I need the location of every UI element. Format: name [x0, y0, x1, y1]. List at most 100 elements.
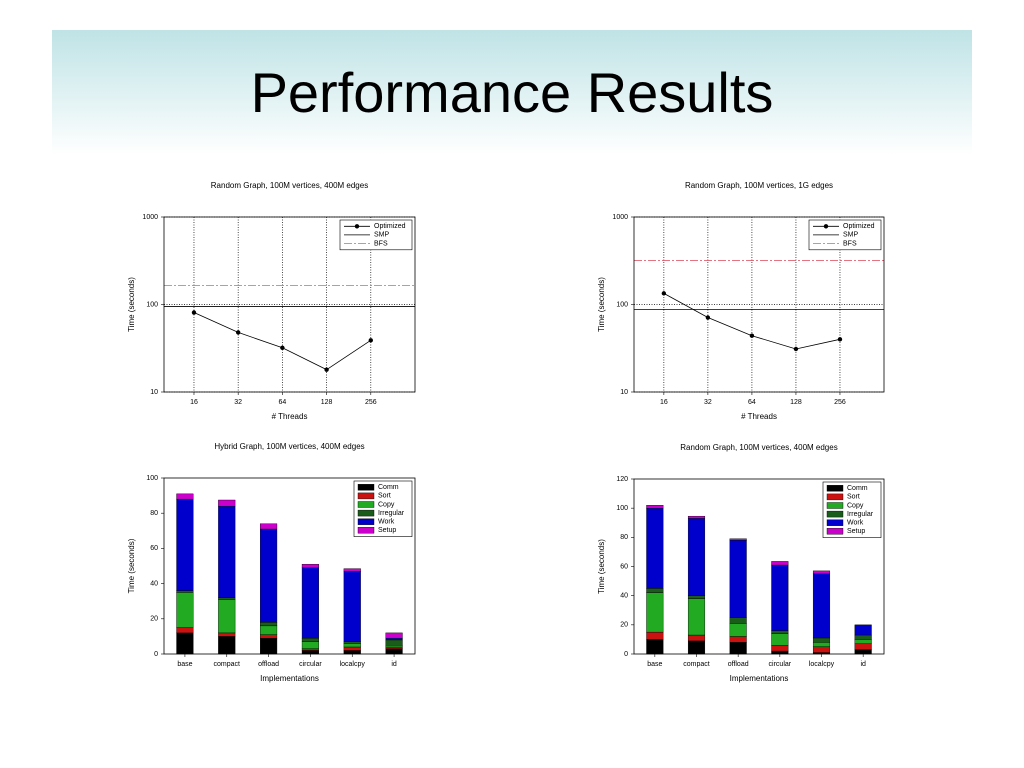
- bar-segment: [218, 597, 236, 600]
- x-axis-label: # Threads: [272, 412, 308, 421]
- bar-segment: [687, 518, 706, 596]
- y-tick-label: 20: [150, 616, 158, 623]
- x-tick-label: 16: [660, 399, 668, 406]
- chart-title: Random Graph, 100M vertices, 400M edges: [680, 443, 837, 452]
- bar-segment: [301, 641, 319, 649]
- point: [705, 315, 711, 320]
- legend-label: BFS: [843, 240, 857, 247]
- bar-segment: [729, 617, 747, 624]
- bar-segment: [729, 538, 747, 541]
- y-tick-label: 40: [620, 593, 628, 600]
- x-tick-label: circular: [769, 661, 792, 668]
- bar-segment: [301, 567, 319, 639]
- y-tick-label: 80: [620, 534, 628, 541]
- bar-segment: [729, 540, 747, 618]
- bar-segment: [687, 595, 706, 599]
- bar-segment: [176, 590, 194, 593]
- legend-swatch: [826, 528, 844, 535]
- bar-segment: [385, 645, 403, 648]
- point: [661, 291, 667, 296]
- x-tick-label: 256: [834, 399, 846, 406]
- bar-segment: [176, 498, 194, 591]
- bar-segment: [812, 573, 831, 639]
- x-tick-label: localcpy: [809, 661, 835, 668]
- x-tick-label: 64: [748, 399, 756, 406]
- y-tick-label: 60: [150, 545, 158, 552]
- point: [793, 346, 799, 352]
- bar-segment: [854, 639, 872, 644]
- legend-swatch: [357, 527, 375, 534]
- bar-segment: [771, 561, 789, 566]
- legend-swatch: [357, 509, 375, 517]
- x-tick-label: offload: [728, 661, 749, 668]
- legend-label: Comm: [847, 485, 868, 492]
- bar-segment: [301, 637, 319, 642]
- plot-frame: [163, 216, 416, 393]
- x-axis-label: Implementations: [730, 674, 789, 683]
- point: [368, 338, 373, 343]
- y-axis-label: Time (seconds): [597, 277, 606, 332]
- legend-marker: [354, 224, 360, 229]
- bar-segment: [854, 624, 872, 636]
- y-tick-label: 100: [146, 301, 158, 308]
- legend-swatch: [826, 502, 844, 509]
- legend-label: Sort: [847, 494, 860, 501]
- y-tick-label: 10: [620, 389, 628, 396]
- y-tick-label: 1000: [612, 214, 628, 221]
- bar-segment: [646, 507, 664, 589]
- point: [324, 367, 329, 372]
- bar-segment: [812, 570, 831, 574]
- bar-segment: [343, 646, 361, 651]
- plot-frame: [633, 478, 885, 655]
- bar-segment: [260, 637, 278, 655]
- series-line: [663, 293, 841, 350]
- legend-swatch: [357, 501, 375, 508]
- point: [235, 330, 241, 335]
- bar-segment: [729, 642, 747, 655]
- bar-segment: [687, 515, 706, 519]
- x-axis-label: Implementations: [260, 674, 319, 683]
- bar-segment: [771, 633, 789, 646]
- bar-segment: [260, 528, 278, 623]
- bar-segment: [771, 650, 789, 655]
- bar-segment: [812, 642, 831, 647]
- bar-segment: [385, 646, 403, 649]
- legend-swatch: [826, 510, 844, 518]
- legend-label: Sort: [378, 493, 391, 500]
- legend-label: Setup: [378, 527, 396, 534]
- x-tick-label: 32: [704, 399, 712, 406]
- bar-segment: [343, 643, 361, 648]
- legend-swatch: [357, 484, 375, 491]
- bar-segment: [771, 630, 789, 634]
- legend-label: Optimized: [374, 223, 406, 230]
- y-axis-label: Time (seconds): [127, 538, 136, 593]
- bar-segment: [218, 499, 236, 507]
- chart-title: Hybrid Graph, 100M vertices, 400M edges: [214, 442, 364, 451]
- bar-segment: [854, 643, 872, 650]
- x-tick-label: id: [391, 661, 397, 668]
- bar-segment: [729, 636, 747, 643]
- legend-swatch: [357, 518, 375, 525]
- bar-segment: [218, 505, 236, 598]
- bar-segment: [343, 650, 361, 655]
- bar-segment: [260, 622, 278, 627]
- legend-swatch: [826, 485, 844, 492]
- plot-frame: [633, 216, 885, 393]
- bar-segment: [687, 634, 706, 642]
- bar-segment: [301, 564, 319, 568]
- chart-title: Random Graph, 100M vertices, 400M edges: [211, 181, 368, 190]
- y-tick-label: 80: [150, 510, 158, 517]
- legend-label: Work: [378, 519, 395, 526]
- bar-segment: [260, 523, 278, 530]
- bar-segment: [343, 641, 361, 644]
- bar-segment: [260, 625, 278, 635]
- bar-segment: [812, 637, 831, 643]
- bar-segment: [385, 637, 403, 641]
- bar-segment: [176, 632, 194, 655]
- x-tick-label: offload: [258, 661, 279, 668]
- x-tick-label: 128: [790, 399, 802, 406]
- bar-segment: [771, 645, 789, 652]
- bar-segment: [301, 648, 319, 651]
- series-line: [193, 312, 372, 371]
